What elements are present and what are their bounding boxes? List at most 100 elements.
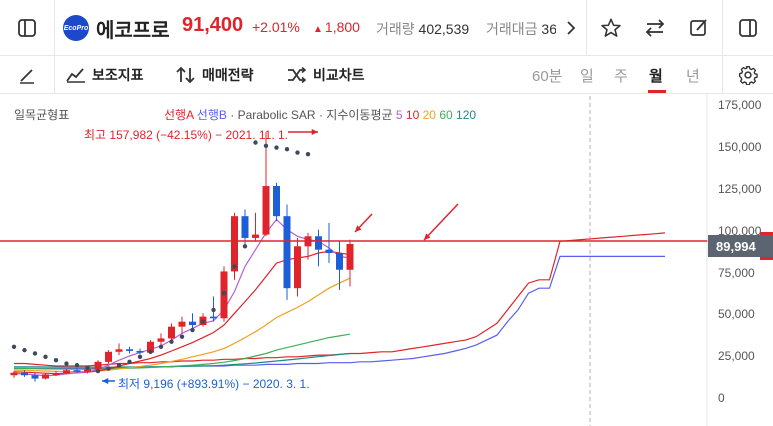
sar-dot	[169, 339, 174, 344]
candle-body	[42, 374, 49, 379]
period-60min[interactable]: 60분	[532, 68, 563, 85]
candle-body	[210, 316, 217, 319]
overlay-legend: 선행A 선행B · Parabolic SAR · 지수이동평균 5 10 20…	[164, 108, 477, 122]
candle-body	[73, 370, 81, 372]
candle-body	[336, 253, 343, 270]
candle-body	[157, 338, 165, 342]
settings-gear-icon[interactable]	[723, 56, 773, 94]
shuffle-icon	[288, 67, 307, 83]
period-week[interactable]: 주	[614, 68, 628, 85]
low-annotation: 최저 9,196 (+893.91%) − 2020. 3. 1.	[118, 377, 310, 391]
aux-indicator-button[interactable]: 보조지표	[66, 65, 144, 85]
ichimoku-title: 일목균형표	[14, 108, 70, 122]
chevron-right-icon[interactable]	[558, 0, 584, 56]
high-marker-arrow-head	[311, 128, 318, 136]
compare-chart-button[interactable]: 비교차트	[287, 65, 365, 85]
candle-body	[10, 372, 18, 376]
candle-body	[283, 216, 291, 289]
sar-dot	[43, 354, 48, 360]
trade-strategy-button[interactable]: 매매전략	[176, 65, 254, 85]
sar-dot	[200, 319, 206, 324]
candle-body	[63, 370, 70, 374]
sar-dot	[158, 344, 164, 349]
sar-dot	[179, 334, 185, 339]
sar-dot	[221, 290, 227, 296]
sar-dot	[232, 264, 237, 269]
candle-body	[115, 349, 123, 352]
sar-dot	[137, 354, 143, 360]
y-tick-label: 100,000	[718, 224, 762, 238]
sar-dot	[85, 365, 90, 370]
star-icon[interactable]	[594, 0, 628, 56]
candle-body	[241, 216, 249, 238]
ma60-line	[14, 333, 351, 370]
stock-header-bar: EcoPro 에코프로 91,400 +2.01% ▲ 1,800 거래량 402…	[0, 0, 773, 56]
candle-body	[31, 375, 39, 379]
volume-info: 거래량 402,539	[376, 21, 470, 37]
annotation-arrow-head	[424, 233, 431, 240]
y-tick-label: 125,000	[718, 182, 762, 196]
y-tick-label: 0	[718, 391, 725, 405]
stock-name[interactable]: 에코프로	[96, 20, 170, 42]
sar-dot	[106, 366, 111, 371]
sar-dot	[74, 362, 80, 368]
change-amount: ▲ 1,800	[313, 19, 360, 35]
sar-dot	[22, 347, 27, 353]
sar-dot	[148, 349, 153, 354]
span-b-line	[14, 255, 665, 370]
sar-dot	[284, 147, 290, 152]
stock-logo: EcoPro	[63, 15, 89, 41]
edit-icon[interactable]	[682, 0, 716, 56]
sar-dot	[190, 327, 195, 333]
period-day[interactable]: 일	[580, 68, 594, 85]
trade-amount-info: 거래대금 36	[486, 21, 556, 37]
candle-body	[262, 186, 270, 235]
sar-dot	[295, 150, 300, 155]
period-month[interactable]: 월	[649, 68, 663, 85]
y-tick-label: 50,000	[718, 307, 755, 321]
candle-body	[315, 236, 322, 250]
candle-body	[52, 373, 60, 376]
candle-body	[346, 243, 354, 270]
current-price: 91,400	[182, 14, 244, 36]
sar-dot	[242, 244, 248, 249]
up-triangle-icon: ▲	[313, 24, 323, 35]
candle-body	[189, 321, 196, 326]
trend-line-icon	[66, 68, 85, 83]
sar-dot	[32, 351, 38, 356]
candle-body	[84, 369, 91, 372]
sar-dot	[64, 361, 69, 366]
candle-body	[126, 349, 133, 351]
candle-body	[273, 186, 280, 217]
change-percent: +2.01%	[252, 19, 300, 35]
sar-dot	[11, 344, 17, 349]
candle-body	[294, 246, 301, 289]
draw-pen-icon[interactable]	[0, 56, 54, 94]
annotation-arrow-head	[355, 225, 362, 232]
low-marker-arrow-head	[102, 377, 109, 385]
last-price-badge: 89,994	[708, 235, 773, 257]
candle-body	[94, 361, 102, 370]
candle-body	[168, 326, 175, 339]
candle-body	[325, 249, 333, 254]
price-chart[interactable]	[0, 94, 773, 426]
annotation-arrow	[423, 203, 459, 241]
panel-toggle-icon[interactable]	[723, 0, 773, 56]
y-tick-label: 150,000	[718, 140, 762, 154]
candle-body	[252, 234, 259, 238]
candle-body	[105, 351, 112, 362]
sar-dot	[116, 362, 122, 368]
sar-dot	[253, 140, 258, 145]
sar-dot	[305, 152, 311, 157]
sidebar-toggle-icon[interactable]	[0, 0, 54, 56]
active-period-indicator	[648, 90, 666, 93]
y-tick-label: 175,000	[718, 98, 762, 112]
candle-body	[178, 321, 186, 327]
sar-dot	[53, 357, 59, 363]
candle-body	[147, 341, 154, 353]
up-down-arrows-icon	[176, 66, 195, 84]
high-annotation: 최고 157,982 (−42.15%) − 2021. 11. 1.	[84, 128, 288, 142]
candle-body	[231, 216, 238, 272]
swap-arrows-icon[interactable]	[638, 0, 672, 56]
period-year[interactable]: 년	[686, 68, 700, 85]
